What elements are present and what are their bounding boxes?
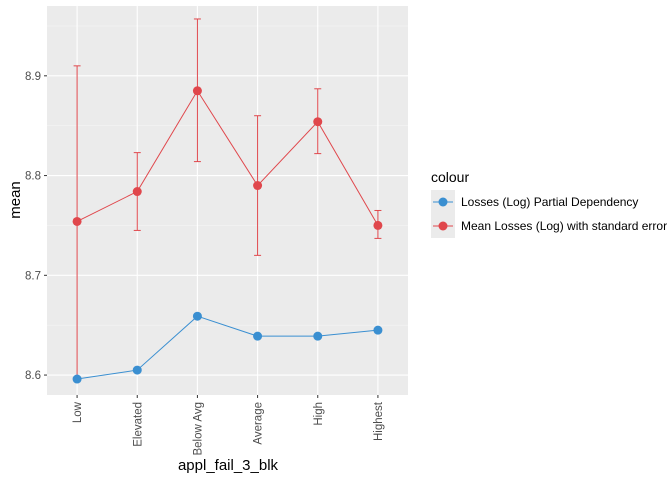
legend-title: colour	[431, 169, 469, 185]
data-point-mean-losses	[132, 187, 142, 197]
series-layer	[72, 18, 383, 384]
legend-key-point-partial-dependency	[438, 197, 448, 207]
data-point-mean-losses	[192, 86, 202, 96]
axis-layer: 8.6 8.7 8.8 8.9 Low Elevated Below Avg Average H…	[25, 71, 385, 456]
legend-key-point-mean-losses	[438, 221, 448, 231]
plot-panel	[47, 6, 408, 395]
x-tick-label: Elevated	[132, 402, 144, 447]
data-point-mean-losses	[373, 220, 383, 230]
data-point-partial-dependency	[313, 331, 323, 341]
data-point-mean-losses	[72, 216, 82, 226]
data-point-partial-dependency	[72, 374, 82, 384]
data-point-mean-losses	[313, 117, 323, 127]
y-tick-label: 8.9	[25, 71, 41, 83]
legend: colour Losses (Log) Partial Dependency M…	[431, 169, 667, 238]
legend-label-mean-losses: Mean Losses (Log) with standard error	[461, 219, 667, 233]
x-tick-label: Average	[253, 402, 265, 445]
x-tick-label: High	[313, 402, 325, 426]
data-point-partial-dependency	[253, 331, 263, 341]
y-tick-label: 8.8	[25, 171, 41, 183]
legend-key-mean-losses	[431, 214, 455, 238]
y-axis-label: mean	[7, 181, 24, 219]
x-tick-label: Below Avg	[192, 402, 204, 456]
minor-gridlines	[47, 25, 408, 326]
x-tick-label: Low	[72, 401, 84, 423]
y-tick-label: 8.6	[25, 370, 41, 382]
legend-label-partial-dependency: Losses (Log) Partial Dependency	[461, 195, 638, 209]
data-point-mean-losses	[253, 181, 263, 191]
legend-key-partial-dependency	[431, 190, 455, 214]
series-line-partial-dependency	[77, 315, 378, 380]
data-point-partial-dependency	[132, 365, 142, 375]
series-line-mean-losses	[76, 89, 379, 226]
y-tick-label: 8.7	[25, 270, 41, 282]
x-tick-label: Highest	[373, 401, 385, 441]
data-point-partial-dependency	[373, 325, 383, 335]
x-axis-label: appl_fail_3_blk	[178, 457, 279, 474]
data-point-partial-dependency	[192, 311, 202, 321]
